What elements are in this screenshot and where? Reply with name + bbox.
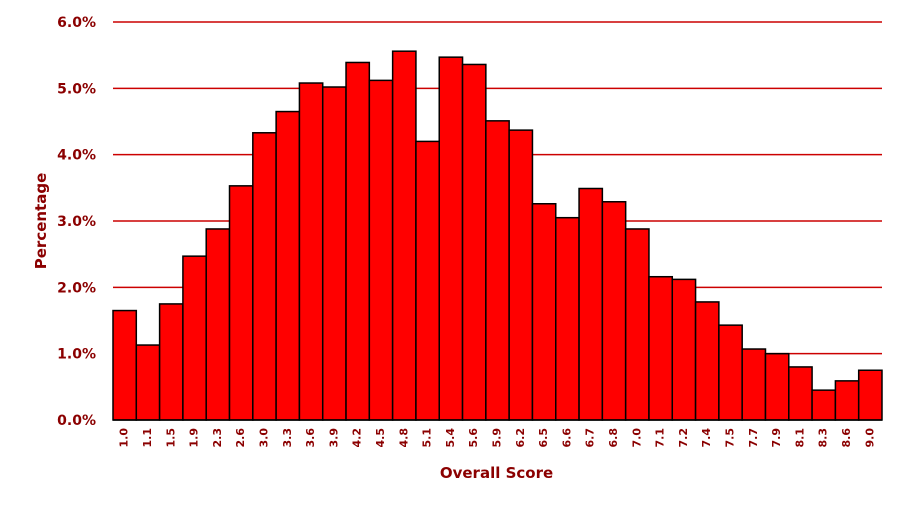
- x-axis-label: Overall Score: [440, 464, 553, 482]
- bar: [321, 86, 347, 421]
- bar: [368, 79, 394, 421]
- x-tick-label: 7.2: [677, 428, 690, 448]
- x-tick-label: 1.0: [118, 428, 131, 448]
- bar: [671, 278, 697, 421]
- x-tick-label: 5.9: [491, 428, 504, 448]
- x-tick-label: 6.2: [514, 428, 527, 448]
- y-tick-label: 2.0%: [57, 280, 96, 296]
- y-axis-ticks: 0.0% 1.0% 2.0% 3.0% 4.0% 5.0% 6.0%: [57, 15, 96, 429]
- bar: [275, 110, 301, 421]
- y-axis-label: Percentage: [32, 173, 50, 270]
- x-tick-label: 8.6: [840, 428, 853, 448]
- x-tick-label: 3.0: [257, 428, 270, 448]
- bar: [485, 120, 510, 421]
- bar: [298, 82, 324, 421]
- bar: [158, 303, 184, 421]
- x-tick-label: 7.4: [700, 428, 713, 448]
- bar: [601, 201, 627, 421]
- x-tick-label: 6.6: [560, 428, 573, 448]
- x-tick-label: 7.9: [770, 428, 783, 448]
- bar: [764, 352, 790, 421]
- bar: [531, 203, 557, 421]
- x-tick-label: 2.3: [211, 428, 224, 448]
- x-tick-label: 3.9: [327, 428, 340, 448]
- y-tick-label: 3.0%: [57, 214, 96, 230]
- x-tick-label: 8.1: [793, 428, 806, 448]
- x-tick-label: 7.0: [630, 428, 643, 448]
- bar: [438, 56, 464, 421]
- x-tick-label: 8.3: [817, 428, 830, 448]
- bar: [508, 129, 534, 421]
- bar: [461, 63, 487, 421]
- x-axis-ticks: 1.0 1.1 1.5 1.9 2.3 2.6 3.0 3.3 3.6 3.9 4.2 4.5 4.8 5…: [118, 428, 877, 448]
- x-tick-label: 6.5: [537, 428, 550, 448]
- x-tick-label: 3.3: [281, 428, 294, 448]
- x-tick-label: 9.0: [863, 428, 876, 448]
- x-tick-label: 1.9: [188, 428, 201, 448]
- bar: [391, 50, 417, 421]
- x-tick-label: 3.6: [304, 428, 317, 448]
- bar: [252, 132, 277, 421]
- bar: [788, 366, 813, 421]
- x-tick-label: 7.1: [654, 428, 667, 448]
- y-tick-label: 6.0%: [57, 15, 96, 31]
- x-tick-label: 1.1: [141, 428, 154, 448]
- x-tick-label: 4.5: [374, 428, 387, 448]
- bar: [205, 228, 231, 421]
- x-tick-label: 5.4: [444, 428, 457, 448]
- bars: [112, 50, 883, 421]
- x-tick-label: 7.7: [747, 428, 760, 448]
- x-tick-label: 5.6: [467, 428, 480, 448]
- bar: [624, 228, 650, 421]
- x-tick-label: 5.1: [421, 428, 434, 448]
- x-tick-label: 2.6: [234, 428, 247, 448]
- x-tick-label: 7.5: [724, 428, 737, 448]
- x-tick-label: 1.5: [164, 428, 177, 448]
- bar: [228, 185, 254, 421]
- bar: [112, 309, 138, 421]
- x-tick-label: 6.7: [584, 428, 597, 448]
- y-tick-label: 1.0%: [57, 347, 96, 363]
- bar: [182, 255, 207, 421]
- bar: [135, 344, 161, 421]
- y-tick-label: 5.0%: [57, 81, 96, 97]
- y-tick-label: 0.0%: [57, 413, 96, 429]
- bar: [718, 324, 743, 421]
- bar: [555, 216, 580, 421]
- bar: [648, 275, 674, 421]
- bar: [415, 140, 440, 421]
- bar: [811, 389, 837, 421]
- bar: [741, 348, 767, 421]
- bar: [857, 369, 883, 421]
- y-tick-label: 4.0%: [57, 148, 96, 164]
- x-tick-label: 4.2: [351, 428, 364, 448]
- bar: [345, 61, 371, 421]
- bar: [694, 301, 720, 421]
- x-tick-label: 6.8: [607, 428, 620, 448]
- bar: [834, 380, 860, 421]
- bar: [578, 187, 604, 421]
- x-tick-label: 4.8: [397, 428, 410, 448]
